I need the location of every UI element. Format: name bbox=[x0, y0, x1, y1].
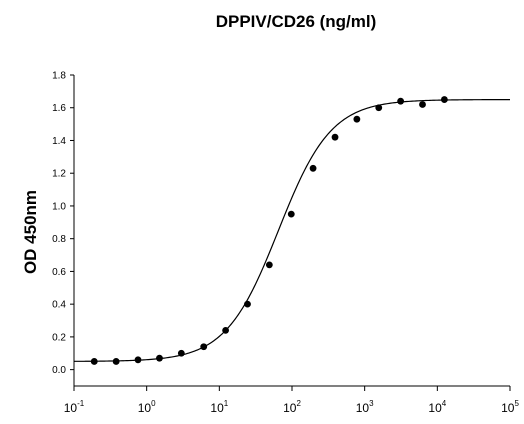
x-ticks: 10-1 100 101 102 103 104 105 bbox=[64, 386, 519, 415]
x-tick-base: 10 bbox=[138, 401, 152, 415]
x-tick-base: 10 bbox=[428, 401, 442, 415]
data-point bbox=[156, 354, 163, 362]
y-ticks: 0.0 0.2 0.4 0.6 0.8 1.0 1.2 1.4 1.6 1.8 bbox=[52, 71, 74, 376]
x-tick-base: 10 bbox=[356, 401, 370, 415]
data-point bbox=[134, 356, 142, 364]
x-tick-exponent: 1 bbox=[224, 399, 229, 408]
data-point bbox=[200, 343, 208, 351]
data-point bbox=[90, 358, 98, 365]
x-tick-label: 105 bbox=[501, 399, 519, 415]
x-tick-label: 10-1 bbox=[64, 399, 85, 415]
data-point bbox=[440, 96, 448, 103]
x-tick-label: 102 bbox=[283, 399, 301, 415]
y-tick-label: 0.0 bbox=[52, 365, 66, 376]
x-tick-exponent: -1 bbox=[77, 399, 85, 408]
plot-area: 0.00.20.40.60.81.01.21.41.61.8 10-1 100 10… bbox=[52, 71, 519, 416]
data-point bbox=[244, 300, 251, 308]
x-tick-label: 104 bbox=[428, 399, 446, 415]
x-tick-base: 10 bbox=[501, 401, 515, 415]
y-tick-label: 1.2 bbox=[52, 169, 66, 180]
x-tick-exponent: 5 bbox=[514, 399, 519, 408]
x-tick-exponent: 3 bbox=[369, 399, 374, 408]
data-point bbox=[331, 133, 339, 141]
data-point bbox=[112, 358, 120, 365]
y-tick-label: 1.0 bbox=[52, 201, 66, 212]
data-point bbox=[353, 115, 361, 123]
y-axis-label: OD 450nm bbox=[21, 190, 40, 274]
y-tick-label: 0.4 bbox=[52, 300, 66, 311]
x-tick-label: 101 bbox=[210, 399, 228, 415]
data-point bbox=[287, 210, 295, 218]
chart-title: DPPIV/CD26 (ng/ml) bbox=[216, 12, 377, 31]
y-tick-label: 0.8 bbox=[52, 234, 66, 245]
x-tick-base: 10 bbox=[210, 401, 224, 415]
x-tick-label: 103 bbox=[356, 399, 374, 415]
x-tick-exponent: 2 bbox=[296, 399, 301, 408]
y-tick-label: 0.6 bbox=[52, 267, 66, 278]
data-point bbox=[177, 349, 185, 357]
x-tick-base: 10 bbox=[283, 401, 297, 415]
x-tick-exponent: 0 bbox=[151, 399, 156, 408]
x-tick-label: 100 bbox=[138, 399, 156, 415]
data-point bbox=[397, 97, 405, 105]
y-tick-label: 1.4 bbox=[52, 136, 66, 147]
data-point bbox=[309, 164, 317, 172]
data-point bbox=[375, 104, 383, 112]
fit-curve bbox=[73, 98, 510, 362]
data-point bbox=[265, 261, 273, 269]
data-points bbox=[90, 96, 448, 365]
y-tick-label: 1.6 bbox=[52, 103, 66, 114]
x-tick-base: 10 bbox=[64, 401, 78, 415]
y-tick-label: 0.2 bbox=[52, 332, 66, 343]
data-point bbox=[222, 326, 230, 334]
x-tick-exponent: 4 bbox=[442, 399, 447, 408]
y-tick-label: 1.8 bbox=[52, 71, 66, 82]
data-point bbox=[419, 101, 426, 108]
